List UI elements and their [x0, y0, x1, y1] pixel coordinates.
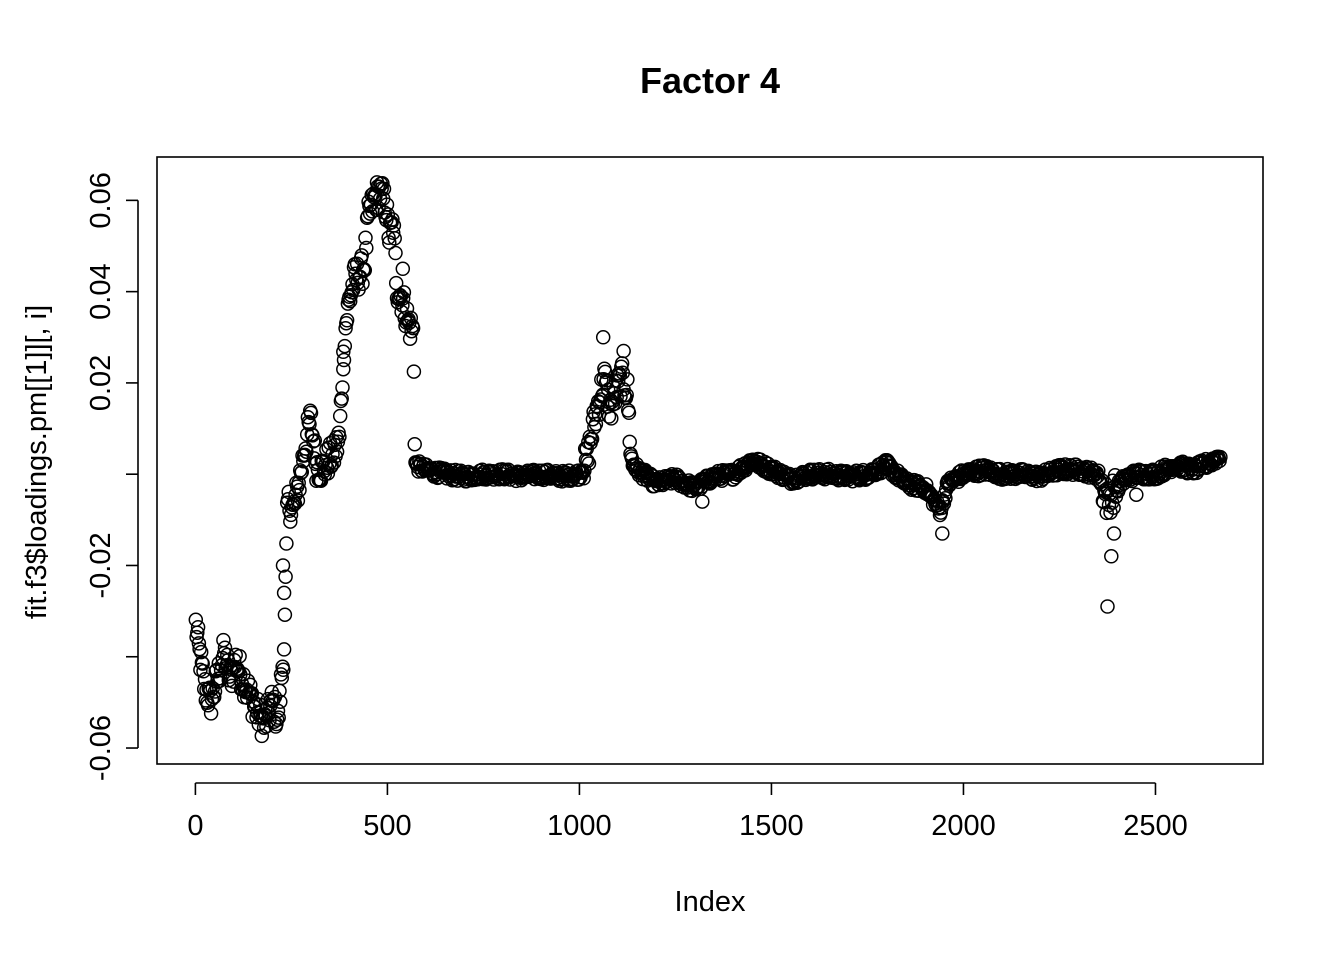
- x-axis: 0 500 1000 1500 2000 2500: [187, 783, 1187, 842]
- data-point: [389, 247, 402, 260]
- x-tick-label: 0: [187, 810, 203, 842]
- x-tick-label: 1000: [547, 810, 612, 842]
- y-axis-label: fit.f3$loadings.pm[[1]][, i]: [21, 305, 53, 619]
- data-point: [360, 242, 373, 255]
- data-point: [334, 410, 347, 423]
- x-tick-label: 2500: [1123, 810, 1188, 842]
- x-tick-label: 1500: [739, 810, 804, 842]
- y-tick-label: -0.02: [85, 532, 117, 598]
- data-point: [278, 608, 291, 621]
- x-tick-label: 500: [363, 810, 411, 842]
- x-tick-label: 2000: [931, 810, 996, 842]
- data-point-outlier: [1101, 600, 1114, 613]
- data-point-outlier: [1105, 550, 1118, 563]
- data-points: [189, 176, 1227, 743]
- data-point-outlier: [278, 586, 291, 599]
- data-point: [280, 537, 293, 550]
- data-point-outlier: [597, 331, 610, 344]
- y-tick-label: 0.06: [85, 172, 117, 228]
- y-axis: -0.06 -0.02 0.02 0.04 0.06: [85, 172, 138, 781]
- data-point: [189, 613, 202, 626]
- data-point: [623, 435, 636, 448]
- data-point-outlier: [337, 363, 350, 376]
- data-point: [408, 438, 421, 451]
- data-point-outlier: [1108, 527, 1121, 540]
- data-point-outlier: [396, 262, 409, 275]
- data-point-outlier: [696, 495, 709, 508]
- data-point: [278, 643, 291, 656]
- y-tick-label: -0.06: [85, 715, 117, 781]
- data-point: [390, 277, 403, 290]
- data-point: [407, 365, 420, 378]
- y-tick-label: 0.04: [85, 263, 117, 319]
- y-tick-label: 0.02: [85, 355, 117, 411]
- data-point-outlier: [1130, 488, 1143, 501]
- data-point-outlier: [936, 527, 949, 540]
- x-axis-label: Index: [675, 886, 746, 918]
- data-point-outlier: [617, 345, 630, 358]
- chart-title: Factor 4: [640, 60, 780, 101]
